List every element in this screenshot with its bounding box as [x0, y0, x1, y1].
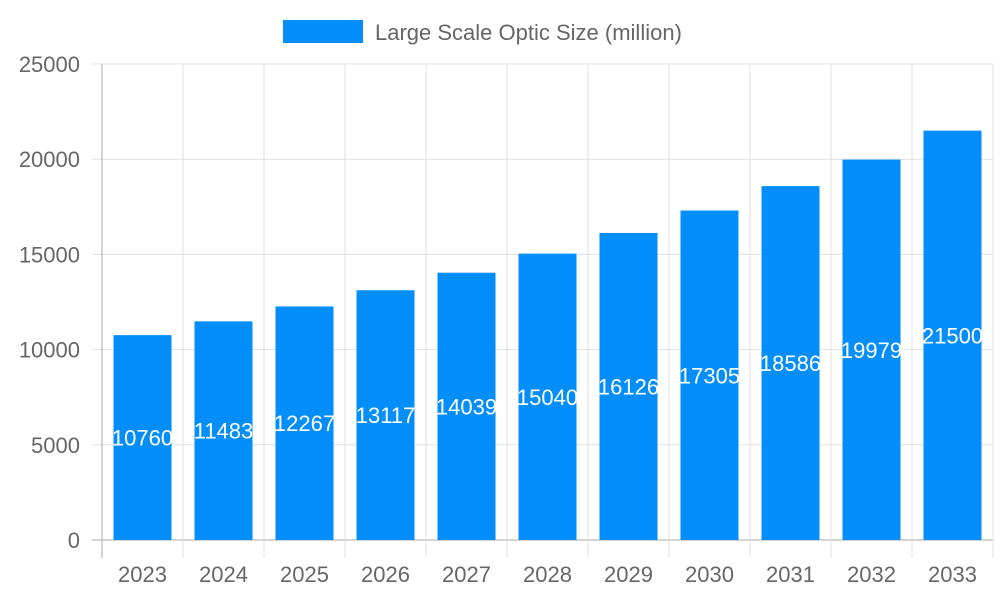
- bar-2030: [680, 210, 739, 540]
- x-tick-label: 2032: [847, 562, 896, 587]
- bar-2025: [275, 306, 334, 540]
- data-label-2024: 11483: [194, 419, 254, 444]
- bar-2027: [437, 272, 496, 540]
- data-label-2032: 19979: [841, 338, 902, 363]
- x-tick-label: 2028: [523, 562, 572, 587]
- legend-label: Large Scale Optic Size (million): [375, 20, 682, 45]
- x-tick-label: 2023: [118, 562, 167, 587]
- bar-2023: [113, 335, 172, 540]
- legend[interactable]: Large Scale Optic Size (million): [283, 20, 682, 45]
- y-tick-label: 0: [68, 528, 80, 553]
- x-tick-label: 2029: [604, 562, 653, 587]
- data-label-2030: 17305: [679, 363, 740, 388]
- x-tick-label: 2031: [766, 562, 815, 587]
- bars: 10760 11483 12267 13117 14039 15040 16126 17305…: [112, 130, 983, 541]
- x-tick-label: 2033: [928, 562, 977, 587]
- legend-swatch: [283, 20, 363, 43]
- y-axis: 0 5000 10000 15000 20000 25000: [19, 52, 80, 553]
- data-label-2025: 12267: [274, 411, 335, 436]
- x-tick-label: 2025: [280, 562, 329, 587]
- x-axis: 2023 2024 2025 2026 2027 2028 2029 2030 2031 2032…: [118, 562, 977, 587]
- bar-2033: [923, 130, 982, 540]
- bar-2024: [194, 321, 253, 540]
- data-label-2027: 14039: [436, 394, 497, 419]
- data-label-2029: 16126: [598, 374, 659, 399]
- data-label-2028: 15040: [517, 385, 578, 410]
- data-label-2033: 21500: [922, 323, 983, 348]
- grid: [92, 63, 994, 558]
- x-tick-label: 2030: [685, 562, 734, 587]
- data-label-2031: 18586: [760, 351, 821, 376]
- y-tick-label: 10000: [19, 338, 80, 363]
- x-tick-label: 2024: [199, 562, 248, 587]
- bar-2032: [842, 159, 901, 540]
- x-tick-label: 2026: [361, 562, 410, 587]
- bar-2029: [599, 232, 658, 541]
- y-tick-label: 25000: [19, 52, 80, 77]
- data-label-2026: 13117: [356, 403, 416, 428]
- bar-2026: [356, 290, 415, 540]
- bar-2028: [518, 253, 577, 540]
- x-tick-label: 2027: [442, 562, 491, 587]
- data-label-2023: 10760: [112, 426, 173, 451]
- y-tick-label: 5000: [31, 433, 80, 458]
- y-tick-label: 15000: [19, 242, 80, 267]
- bar-2031: [761, 186, 820, 540]
- y-tick-label: 20000: [19, 147, 80, 172]
